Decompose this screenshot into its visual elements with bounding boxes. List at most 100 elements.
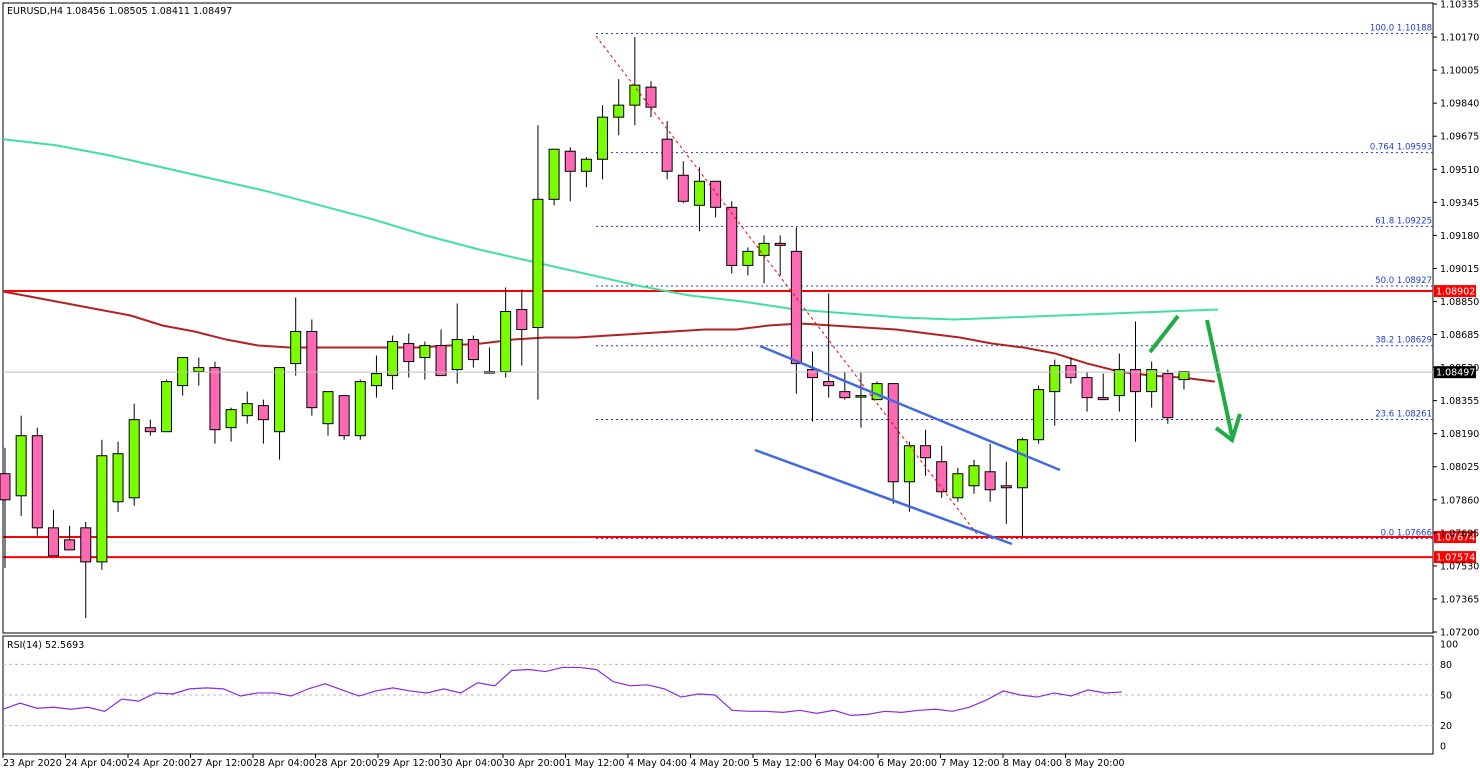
- time-tick-label: 8 May 20:00: [1066, 758, 1125, 769]
- candle-body: [500, 310, 512, 373]
- candle-body: [322, 391, 334, 425]
- candle-body: [257, 405, 269, 421]
- candle-body: [161, 381, 172, 433]
- rsi-tick-label: 100: [1440, 640, 1458, 651]
- candle-body: [839, 391, 851, 399]
- candle-body: [823, 381, 835, 387]
- candle-body: [807, 369, 818, 379]
- candle-body: [790, 250, 802, 365]
- candle-body: [1000, 485, 1012, 489]
- price-tick-label: 1.09840: [1440, 99, 1479, 110]
- level-price-box: [1434, 531, 1476, 544]
- candle-body: [338, 395, 350, 437]
- candle-body: [968, 465, 980, 487]
- price-tick-label: 1.09345: [1440, 198, 1479, 209]
- candle-body: [96, 455, 108, 563]
- candle-body: [1097, 397, 1109, 401]
- rsi-line: [2, 666, 1123, 717]
- candle-body: [693, 180, 705, 206]
- time-tick-label: 6 May 04:00: [816, 758, 875, 769]
- candle-body: [435, 345, 447, 377]
- candle-body: [1016, 439, 1028, 489]
- candle-body: [193, 367, 205, 373]
- time-tick-label: 28 Apr 04:00: [253, 758, 315, 769]
- candle-body: [726, 206, 738, 266]
- candle-body: [936, 461, 948, 493]
- price-axis: 1.10335 1.10170 1.10005 1.09840 1.09675 1.095…: [3, 0, 1479, 639]
- price-tick-label: 1.07695: [1440, 528, 1479, 539]
- drawings: [595, 35, 1242, 546]
- candle-body: [80, 527, 92, 563]
- current-price-box: [1434, 366, 1476, 379]
- channel-upper-line: [759, 344, 1061, 472]
- price-tick-label: 1.09015: [1440, 264, 1479, 275]
- candle-body: [112, 453, 124, 503]
- candle-body: [370, 373, 382, 387]
- rsi-label: RSI(14) 52.5693: [7, 640, 84, 651]
- candle-body: [290, 331, 302, 365]
- candle-body: [1178, 371, 1190, 381]
- candle-body: [1081, 377, 1093, 399]
- candle-body: [274, 367, 286, 433]
- time-tick-label: 28 Apr 20:00: [316, 758, 378, 769]
- time-tick-label: 24 Apr 04:00: [66, 758, 128, 769]
- fib-level-label: 50.0 1.08927: [1375, 276, 1432, 286]
- candle-body: [887, 383, 899, 483]
- level-price-label: 1.07674: [1436, 533, 1475, 544]
- ma-green-line: [2, 138, 1219, 321]
- price-tick-label: 1.08355: [1440, 396, 1479, 407]
- candle-body: [920, 445, 932, 459]
- candle-body: [31, 435, 43, 529]
- price-tick-label: 1.09510: [1440, 165, 1479, 176]
- candle-body: [47, 527, 59, 557]
- price-tick-label: 1.07365: [1440, 594, 1479, 605]
- price-tick-label: 1.09180: [1440, 231, 1479, 242]
- candle-body: [984, 471, 996, 491]
- candle-body: [64, 539, 76, 551]
- time-tick-label: 6 May 20:00: [878, 758, 937, 769]
- time-tick-label: 30 Apr 04:00: [441, 758, 503, 769]
- price-tick-label: 1.07200: [1440, 628, 1479, 639]
- symbol-header: EURUSD,H4 1.08456 1.08505 1.08411 1.0849…: [7, 6, 232, 17]
- candle-body: [774, 242, 786, 246]
- candle-body: [387, 341, 399, 377]
- price-tick-label: 1.07530: [1440, 561, 1479, 572]
- fib-level-label: 61.8 1.09225: [1375, 216, 1432, 226]
- candle-body: [742, 250, 754, 266]
- candle-body: [1130, 369, 1141, 393]
- candle-body: [1113, 369, 1125, 397]
- candle-body: [0, 473, 11, 501]
- down-arrow-line: [1205, 319, 1234, 437]
- rsi-tick-label: 80: [1440, 660, 1452, 671]
- time-axis: 23 Apr 2020 24 Apr 04:00 24 Apr 20:00 27 Ap…: [2, 754, 1125, 769]
- candles: [0, 37, 1190, 618]
- time-tick-label: 8 May 04:00: [1003, 758, 1062, 769]
- candle-body: [15, 435, 27, 497]
- price-tick-label: 1.10170: [1440, 33, 1479, 44]
- candle-body: [1033, 389, 1045, 441]
- candle-body: [597, 116, 609, 160]
- candle-body: [306, 331, 318, 409]
- candle-body: [532, 198, 544, 329]
- level-price-box: [1434, 551, 1476, 564]
- candle-body: [548, 148, 560, 200]
- candle-body: [903, 445, 915, 483]
- price-tick-label: 1.07860: [1440, 495, 1479, 506]
- level-price-label: 1.07574: [1436, 553, 1475, 564]
- candle-body: [419, 345, 431, 359]
- price-tick-label: 1.09675: [1440, 132, 1479, 143]
- down-arrow-head: [1214, 413, 1242, 444]
- price-tick-label: 1.10005: [1440, 66, 1479, 77]
- price-tick-label: 1.10335: [1440, 0, 1479, 11]
- price-pane[interactable]: [2, 2, 1434, 634]
- candle-body: [451, 339, 463, 371]
- candle-body: [855, 395, 867, 398]
- time-tick-label: 1 May 12:00: [566, 758, 625, 769]
- price-tick-label: 1.08685: [1440, 330, 1479, 341]
- candle-body: [580, 158, 592, 172]
- time-tick-label: 30 Apr 20:00: [503, 758, 565, 769]
- rsi-tick-label: 0: [1440, 742, 1446, 753]
- candle-body: [629, 84, 641, 106]
- time-tick-label: 27 Apr 12:00: [191, 758, 253, 769]
